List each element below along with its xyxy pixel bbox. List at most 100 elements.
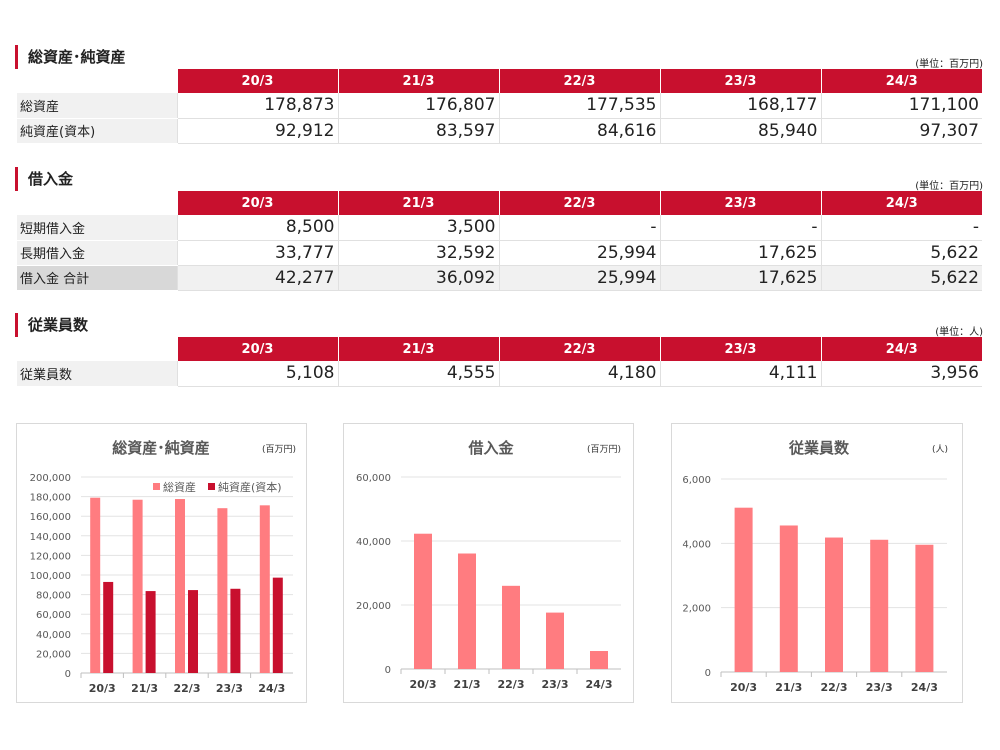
cell-value: 84,616 — [498, 118, 660, 144]
y-tick-label: 140,000 — [30, 532, 71, 543]
y-tick-label: 20,000 — [356, 601, 391, 612]
y-tick-label: 160,000 — [30, 512, 71, 523]
row-label: 長期借入金 — [17, 240, 177, 266]
year-header: 21/3 — [337, 191, 499, 215]
year-header: 23/3 — [659, 69, 821, 93]
cell-value: 3,500 — [337, 215, 499, 241]
cell-value: 5,622 — [820, 265, 982, 291]
y-tick-label: 120,000 — [30, 551, 71, 562]
debt-section: 借入金 (単位：百万円) 20/3 21/3 22/3 23/3 24/3 短期借入金 8,… — [15, 167, 983, 291]
cell-value: 17,625 — [659, 265, 821, 291]
y-tick-label: 40,000 — [356, 537, 391, 548]
cell-value: 25,994 — [498, 240, 660, 266]
y-tick-label: 0 — [65, 669, 71, 680]
y-tick-label: 0 — [385, 665, 391, 676]
x-tick-label: 20/3 — [89, 682, 116, 695]
staff-table: 20/3 21/3 22/3 23/3 24/3 従業員数 5,108 4,555 4,180 4… — [17, 337, 982, 387]
cell-value: 3,956 — [820, 361, 982, 387]
bar-純資産(資本) — [103, 581, 114, 673]
bar-従業員数 — [870, 539, 889, 672]
y-tick-label: 200,000 — [30, 473, 71, 484]
cell-value: 176,807 — [337, 93, 499, 119]
cell-value: - — [659, 215, 821, 241]
row-label: 総資産 — [17, 93, 177, 119]
cell-value: 42,277 — [176, 265, 338, 291]
cell-value: 25,994 — [498, 265, 660, 291]
year-header: 21/3 — [337, 337, 499, 361]
chart-title: 従業員数 — [788, 439, 850, 457]
chart-title: 借入金 — [467, 439, 514, 457]
bar-総資産 — [175, 499, 185, 673]
cell-value: - — [820, 215, 982, 241]
x-tick-label: 20/3 — [730, 681, 757, 694]
bar-借入金 合計 — [590, 651, 608, 669]
y-tick-label: 20,000 — [36, 649, 71, 660]
assets-chart: 総資産･純資産 (百万円) 0 20,000 40,000 60,000 80,000 100… — [16, 423, 307, 703]
x-tick-label: 21/3 — [775, 681, 802, 694]
bar-借入金 合計 — [458, 553, 476, 669]
section-title: 借入金 — [15, 167, 983, 191]
table-row: 借入金 合計 42,277 36,092 25,994 17,625 5,622 — [17, 265, 982, 291]
year-header: 22/3 — [498, 191, 660, 215]
x-tick-label: 21/3 — [454, 678, 481, 691]
x-tick-label: 21/3 — [131, 682, 158, 695]
year-header: 24/3 — [820, 69, 982, 93]
cell-value: 5,108 — [176, 361, 338, 387]
legend-swatch — [153, 483, 160, 490]
legend-label: 総資産 — [163, 480, 196, 494]
assets-section: 総資産･純資産 (単位：百万円) 20/3 21/3 22/3 23/3 24/3 総資産… — [15, 45, 983, 144]
chart-title: 総資産･純資産 — [112, 439, 210, 457]
table-row: 純資産(資本) 92,912 83,597 84,616 85,940 97,307 — [17, 118, 982, 144]
bar-従業員数 — [779, 525, 798, 672]
y-tick-label: 2,000 — [682, 604, 711, 615]
x-tick-label: 22/3 — [498, 678, 525, 691]
x-tick-label: 23/3 — [866, 681, 893, 694]
year-header: 22/3 — [498, 337, 660, 361]
year-header: 24/3 — [820, 337, 982, 361]
cell-value: 8,500 — [176, 215, 338, 241]
bar-総資産 — [90, 497, 101, 673]
y-tick-label: 60,000 — [36, 610, 71, 621]
bar-純資産(資本) — [145, 591, 156, 673]
y-tick-label: 100,000 — [30, 571, 71, 582]
y-tick-label: 40,000 — [36, 630, 71, 641]
bar-総資産 — [259, 505, 270, 673]
y-tick-label: 6,000 — [682, 475, 711, 486]
cell-value: - — [498, 215, 660, 241]
chart-unit: (百万円) — [262, 444, 296, 455]
x-tick-label: 20/3 — [410, 678, 437, 691]
y-tick-label: 4,000 — [682, 539, 711, 550]
bar-従業員数 — [825, 537, 843, 672]
section-title: 総資産･純資産 — [15, 45, 983, 69]
unit-label: (単位：百万円) — [915, 59, 983, 70]
y-tick-label: 80,000 — [36, 591, 71, 602]
x-tick-label: 23/3 — [216, 682, 243, 695]
bar-純資産(資本) — [188, 590, 198, 673]
blank-header — [17, 69, 177, 93]
year-header: 21/3 — [337, 69, 499, 93]
year-header: 20/3 — [176, 191, 338, 215]
section-title: 従業員数 — [15, 313, 983, 337]
cell-value: 83,597 — [337, 118, 499, 144]
year-header: 20/3 — [176, 337, 338, 361]
chart-unit: (人) — [932, 444, 948, 455]
cell-value: 4,180 — [498, 361, 660, 387]
row-label: 純資産(資本) — [17, 118, 177, 144]
unit-label: (単位：百万円) — [915, 181, 983, 192]
staff-section: 従業員数 (単位：人) 20/3 21/3 22/3 23/3 24/3 従業員数 5,10… — [15, 313, 983, 387]
year-header: 20/3 — [176, 69, 338, 93]
cell-value: 36,092 — [337, 265, 499, 291]
header-row: 20/3 21/3 22/3 23/3 24/3 — [17, 191, 982, 215]
bar-従業員数 — [915, 544, 934, 672]
year-header: 23/3 — [659, 191, 821, 215]
bar-純資産(資本) — [230, 588, 241, 673]
cell-value: 171,100 — [820, 93, 982, 119]
x-tick-label: 23/3 — [542, 678, 569, 691]
bar-従業員数 — [734, 507, 753, 672]
cell-value: 33,777 — [176, 240, 338, 266]
year-header: 22/3 — [498, 69, 660, 93]
cell-value: 4,555 — [337, 361, 499, 387]
year-header: 24/3 — [820, 191, 982, 215]
bar-借入金 合計 — [546, 612, 564, 669]
cell-value: 168,177 — [659, 93, 821, 119]
